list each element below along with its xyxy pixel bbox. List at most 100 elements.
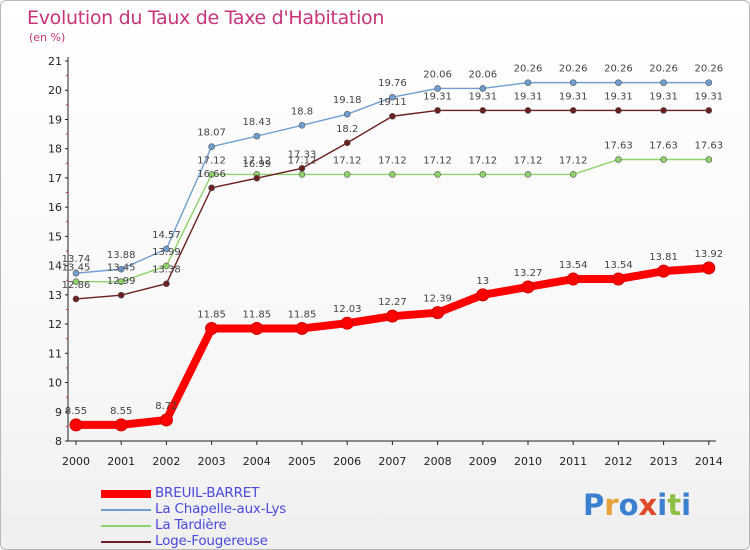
logo-letter: P [583,488,605,522]
data-label: 18.8 [291,106,313,117]
data-point [479,107,487,114]
data-point [660,79,667,86]
data-point [615,107,622,114]
data-point [298,171,306,178]
data-point [389,112,396,120]
data-label: 12.39 [423,294,452,305]
data-label: 13.99 [152,247,181,258]
data-label: 19.31 [514,91,543,102]
data-label: 17.12 [468,155,497,166]
data-label: 19.31 [468,91,497,102]
data-label: 13.88 [107,250,136,261]
data-label: 14.57 [152,230,181,241]
data-label: 20.26 [694,64,723,75]
y-tick-label: 8 [55,435,62,448]
data-point [705,156,713,163]
data-point [72,278,80,285]
data-label: 13 [476,276,489,287]
y-tick-label: 9 [55,406,62,419]
data-point [343,110,351,118]
data-point [569,171,577,178]
data-label: 19.18 [333,95,362,106]
data-label: 17.12 [242,155,271,166]
data-point [208,184,215,192]
data-point [205,321,219,335]
data-label: 17.33 [288,149,317,160]
y-tick-label: 19 [48,113,62,126]
data-label: 18.07 [197,128,226,139]
data-label: 12.99 [107,276,136,287]
data-label: 17.12 [514,155,543,166]
data-label: 16.66 [197,169,226,180]
data-point [343,139,351,147]
data-label: 17.63 [694,141,723,152]
x-tick-label: 2007 [378,455,406,468]
data-point [524,107,532,114]
data-point [660,107,667,114]
data-label: 20.26 [559,64,588,75]
y-tick-label: 13 [48,289,62,302]
y-tick-label: 17 [48,172,62,185]
x-tick-label: 2001 [107,455,135,468]
series-la-chapelle-aux-lys [72,79,713,277]
series-line [75,81,709,274]
data-label: 13.45 [62,263,91,274]
data-label: 16.99 [242,159,271,170]
legend-swatch [101,509,151,511]
data-label: 11.85 [288,309,317,320]
x-tick-label: 2005 [288,455,316,468]
data-label: 8.55 [65,406,87,417]
data-label: 19.31 [694,91,723,102]
data-label: 8.72 [155,401,177,412]
data-point [521,280,535,294]
data-label: 20.06 [468,69,497,80]
data-point [117,265,125,273]
data-point [434,171,441,178]
data-point [705,107,713,114]
data-label: 19.31 [423,91,452,102]
legend-label: Loge-Fougereuse [155,533,268,549]
logo-letter: t [667,488,682,522]
data-label: 11.85 [242,309,271,320]
y-tick-label: 20 [48,84,62,97]
data-point [208,171,215,178]
data-label: 17.12 [378,155,407,166]
data-point [298,164,306,172]
x-tick-label: 2002 [152,455,180,468]
y-tick-label: 16 [48,201,62,214]
data-point [117,278,125,285]
data-label: 19.31 [604,91,633,102]
x-tick-label: 2013 [650,455,678,468]
data-label: 17.12 [288,155,317,166]
data-point [163,280,170,288]
data-point [476,288,490,302]
legend-label: La Tardière [155,517,227,533]
data-label: 17.12 [197,155,226,166]
line-chart: 8 9 10 11 12 13 14 15 16 17 18 19 20 21 2000 2001 2002 20… [48,55,723,468]
series-la-tardi-re [72,156,713,285]
logo-letter: r [604,488,619,522]
data-point [389,171,396,178]
y-tick-label: 14 [48,260,62,273]
legend-swatch [101,490,151,498]
data-point [615,79,622,86]
x-tick-label: 2008 [424,455,452,468]
chart-title: Evolution du Taux de Taxe d'Habitation [27,7,385,29]
data-point [524,171,532,178]
data-label: 13.54 [604,260,633,271]
data-point [431,306,445,320]
data-point [434,85,441,92]
data-label: 13.27 [514,268,543,279]
data-point [253,132,261,140]
data-label: 8.55 [110,406,132,417]
x-tick-label: 2003 [198,455,226,468]
logo-letter: x [638,488,658,522]
data-label: 18.2 [336,124,358,135]
data-label: 18.43 [242,117,271,128]
data-point [524,79,532,86]
data-point [72,295,80,303]
data-label: 19.31 [649,91,678,102]
legend-swatch [101,525,151,527]
data-point [479,171,487,178]
data-point [479,85,487,92]
